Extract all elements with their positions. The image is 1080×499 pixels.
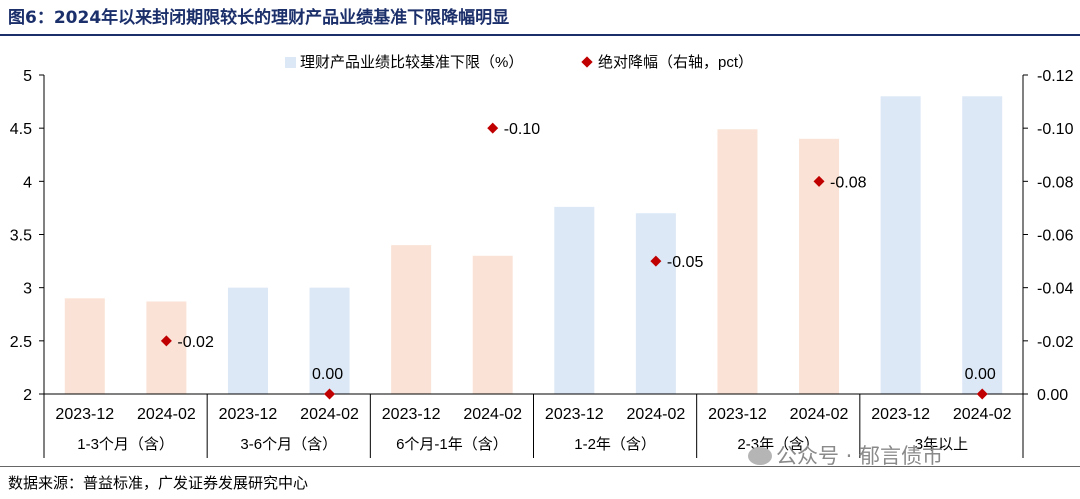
bar [635, 213, 676, 394]
chart: 22.533.544.550.00-0.02-0.04-0.06-0.08-0.… [10, 53, 1074, 458]
right-tick-label: -0.12 [1037, 68, 1074, 85]
axes-layer: 22.533.544.550.00-0.02-0.04-0.06-0.08-0.… [10, 68, 1074, 458]
right-tick-label: -0.10 [1037, 121, 1074, 138]
bars-layer [64, 96, 1003, 395]
bar [717, 129, 758, 395]
data-label: 0.00 [965, 366, 996, 383]
group-label: 6个月-1年（含） [396, 436, 508, 453]
data-label: -0.05 [667, 254, 704, 271]
bar [391, 245, 432, 394]
legend-point-label: 绝对降幅（右轴，pct） [598, 54, 753, 71]
x-tick-label: 2024-02 [790, 406, 849, 423]
legend-bar-swatch [285, 57, 296, 68]
right-tick-label: -0.06 [1037, 228, 1074, 245]
bar [309, 287, 350, 394]
x-tick-label: 2024-02 [300, 406, 359, 423]
x-tick-label: 2023-12 [219, 406, 278, 423]
x-tick-label: 2023-12 [55, 406, 114, 423]
x-tick-label: 2024-02 [627, 406, 686, 423]
legend-bar-label: 理财产品业绩比较基准下限（%） [300, 53, 523, 71]
legend: 理财产品业绩比较基准下限（%） 绝对降幅（右轴，pct） [285, 53, 753, 71]
left-tick-label: 2 [23, 387, 32, 404]
bar [880, 96, 921, 395]
footer-rule [0, 466, 1080, 467]
data-point [976, 388, 988, 400]
right-tick-label: -0.08 [1037, 174, 1074, 191]
bar [64, 298, 105, 394]
data-point [487, 122, 499, 134]
left-tick-label: 4 [23, 174, 32, 191]
group-label: 3-6个月（含） [240, 436, 337, 453]
right-tick-label: -0.04 [1037, 281, 1074, 298]
legend-point-swatch [581, 56, 593, 68]
wechat-icon [748, 447, 772, 465]
data-point [650, 255, 662, 267]
group-label: 1-3个月（含） [77, 436, 174, 453]
x-tick-label: 2024-02 [137, 406, 196, 423]
title-rule [0, 34, 1080, 36]
bar [962, 96, 1003, 395]
data-label: -0.08 [830, 174, 867, 191]
group-label: 1-2年（含） [574, 436, 656, 453]
data-point [160, 335, 172, 347]
bar [146, 301, 187, 394]
x-tick-label: 2023-12 [708, 406, 767, 423]
bar [472, 255, 513, 394]
data-label: -0.10 [504, 121, 541, 138]
x-tick-label: 2023-12 [382, 406, 441, 423]
watermark-text: 公众号 · 郁言债市 [776, 444, 944, 468]
data-label: -0.02 [177, 334, 214, 351]
left-tick-label: 3.5 [10, 228, 32, 245]
figure-title: 图6：2024年以来封闭期限较长的理财产品业绩基准下限降幅明显 [8, 8, 510, 28]
left-tick-label: 4.5 [10, 121, 32, 138]
data-label: 0.00 [312, 366, 343, 383]
x-tick-label: 2024-02 [953, 406, 1012, 423]
left-tick-label: 2.5 [10, 334, 32, 351]
x-tick-label: 2024-02 [463, 406, 522, 423]
left-tick-label: 5 [23, 68, 32, 85]
left-tick-label: 3 [23, 281, 32, 298]
source-note: 数据来源：普益标准，广发证券发展研究中心 [8, 474, 309, 492]
points-layer: -0.02 0.00 -0.10 -0.05 -0.08 0.00 [160, 121, 996, 400]
data-point [324, 388, 336, 400]
right-tick-label: 0.00 [1037, 387, 1068, 404]
group-label: 3年以上 [915, 436, 968, 453]
bar [554, 206, 595, 394]
x-tick-label: 2023-12 [545, 406, 604, 423]
watermark: 公众号 · 郁言债市 [748, 440, 943, 470]
x-tick-label: 2023-12 [871, 406, 930, 423]
bar [227, 287, 268, 394]
right-tick-label: -0.02 [1037, 334, 1074, 351]
data-point [813, 175, 825, 187]
